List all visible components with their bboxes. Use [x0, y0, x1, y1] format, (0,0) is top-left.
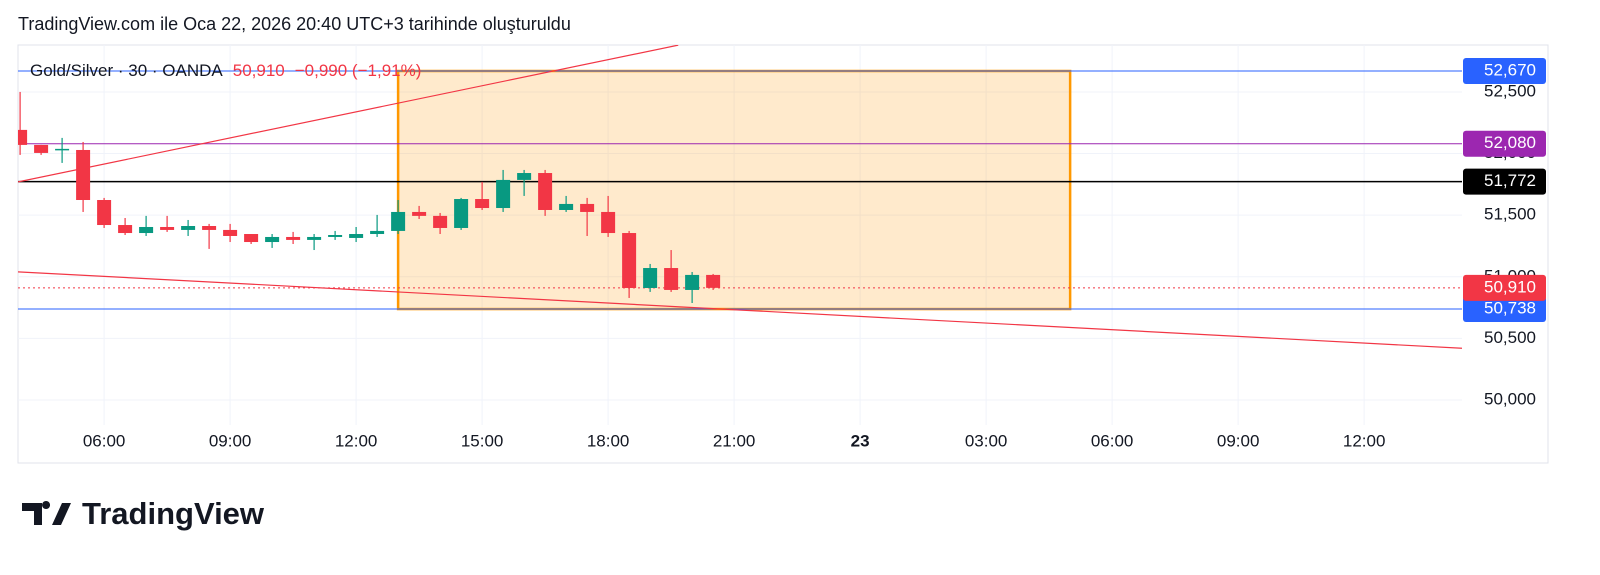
candle-body [34, 144, 49, 153]
candle-body [18, 129, 28, 145]
x-tick-label: 06:00 [1091, 431, 1134, 450]
candle-body [223, 229, 238, 236]
y-tick-label: 51,500 [1484, 205, 1536, 224]
x-tick-label: 06:00 [83, 431, 126, 450]
x-tick-label: 21:00 [713, 431, 756, 450]
logo: TradingView [22, 496, 265, 531]
change: −0,990 (−1,91%) [295, 61, 422, 80]
candle-body [307, 236, 322, 240]
candle-body [496, 179, 511, 209]
x-tick-label: 12:00 [1343, 431, 1386, 450]
price-label: 52,670 [1484, 60, 1536, 79]
legend: Gold/Silver · 30 · OANDA 50,910 −0,990 (−1… [30, 61, 421, 80]
candle-body [475, 199, 490, 209]
candle-body [55, 148, 70, 151]
candle-body [370, 230, 385, 235]
chart-frame [17, 44, 1549, 464]
logo-icon [22, 501, 71, 525]
candle-body [202, 226, 217, 230]
price-label-box [1463, 57, 1546, 84]
trend-line [18, 271, 1462, 349]
trend-line [18, 45, 679, 183]
candle-body [706, 274, 721, 288]
candle-body [664, 268, 679, 290]
price-label: 51,772 [1484, 171, 1536, 190]
candle-body [349, 234, 364, 238]
candle-body [412, 211, 427, 216]
candle-body [244, 234, 259, 243]
candle-body [433, 215, 448, 228]
rectangle-drawing [396, 69, 1072, 311]
brand: TradingView [82, 496, 265, 531]
candle-body [286, 236, 301, 240]
price-label-box [1463, 168, 1546, 195]
last-price: 50,910 [233, 61, 285, 80]
y-tick-label: 50,000 [1484, 389, 1536, 408]
x-tick-label: 18:00 [587, 431, 630, 450]
candle-body [601, 211, 616, 234]
candle-body [160, 226, 175, 230]
symbol: Gold/Silver · 30 · OANDA [30, 61, 223, 80]
candle-body [139, 226, 154, 234]
x-tick-label: 09:00 [209, 431, 252, 450]
price-label: 50,910 [1484, 277, 1536, 296]
candle-body [538, 173, 553, 210]
x-tick-label: 23 [851, 431, 870, 450]
candle-body [454, 199, 469, 228]
price-label: 52,080 [1484, 133, 1536, 152]
candle-body [580, 203, 595, 212]
price-label-box [1463, 274, 1546, 301]
candle-body [76, 149, 91, 201]
candle-body [181, 226, 196, 230]
x-tick-label: 03:00 [965, 431, 1008, 450]
candle-body [97, 200, 112, 226]
candle-body [685, 274, 700, 290]
price-label-box [1463, 296, 1546, 323]
candle-body [517, 173, 532, 180]
candle-body [559, 203, 574, 210]
candle-body [391, 211, 406, 231]
x-tick-label: 15:00 [461, 431, 504, 450]
x-tick-label: 09:00 [1217, 431, 1260, 450]
candle-body [118, 225, 133, 234]
candle-body [622, 233, 637, 288]
candle-body [643, 268, 658, 288]
caption: TradingView.com ile Oca 22, 2026 20:40 U… [18, 14, 571, 34]
candle-body [265, 236, 280, 243]
y-tick-label: 52,500 [1484, 81, 1536, 100]
y-tick-label: 50,500 [1484, 328, 1536, 347]
price-label: 50,738 [1484, 299, 1536, 318]
price-label-box [1463, 130, 1546, 157]
candle-body [328, 235, 343, 237]
x-tick-label: 12:00 [335, 431, 378, 450]
